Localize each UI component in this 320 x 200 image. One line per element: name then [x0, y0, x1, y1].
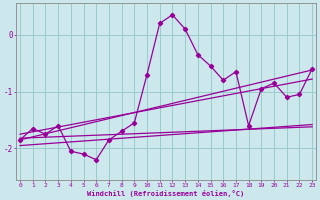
X-axis label: Windchill (Refroidissement éolien,°C): Windchill (Refroidissement éolien,°C): [87, 190, 245, 197]
